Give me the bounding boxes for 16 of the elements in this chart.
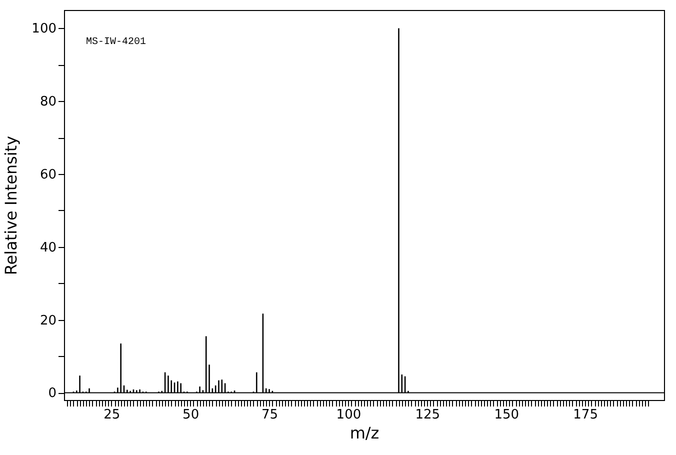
y-axis-title: Relative Intensity xyxy=(2,136,21,276)
y-tick-label: 40 xyxy=(40,240,56,256)
y-tick-label: 100 xyxy=(32,22,56,37)
x-axis-title: m/z xyxy=(350,424,380,442)
x-tick-label: 125 xyxy=(415,408,440,422)
y-tick-label: 80 xyxy=(40,94,56,110)
x-tick-label: 50 xyxy=(182,408,200,422)
x-tick-label: 150 xyxy=(494,408,520,422)
y-tick-label: 0 xyxy=(48,386,56,402)
x-tick-label: 175 xyxy=(573,408,598,422)
x-tick-label: 25 xyxy=(104,408,120,422)
y-tick-label: 60 xyxy=(40,168,56,183)
annotation: MS-IW-4201 xyxy=(86,37,146,48)
x-tick-label: 100 xyxy=(336,408,362,422)
y-tick-label: 20 xyxy=(40,313,56,328)
x-tick-label: 75 xyxy=(261,408,278,422)
